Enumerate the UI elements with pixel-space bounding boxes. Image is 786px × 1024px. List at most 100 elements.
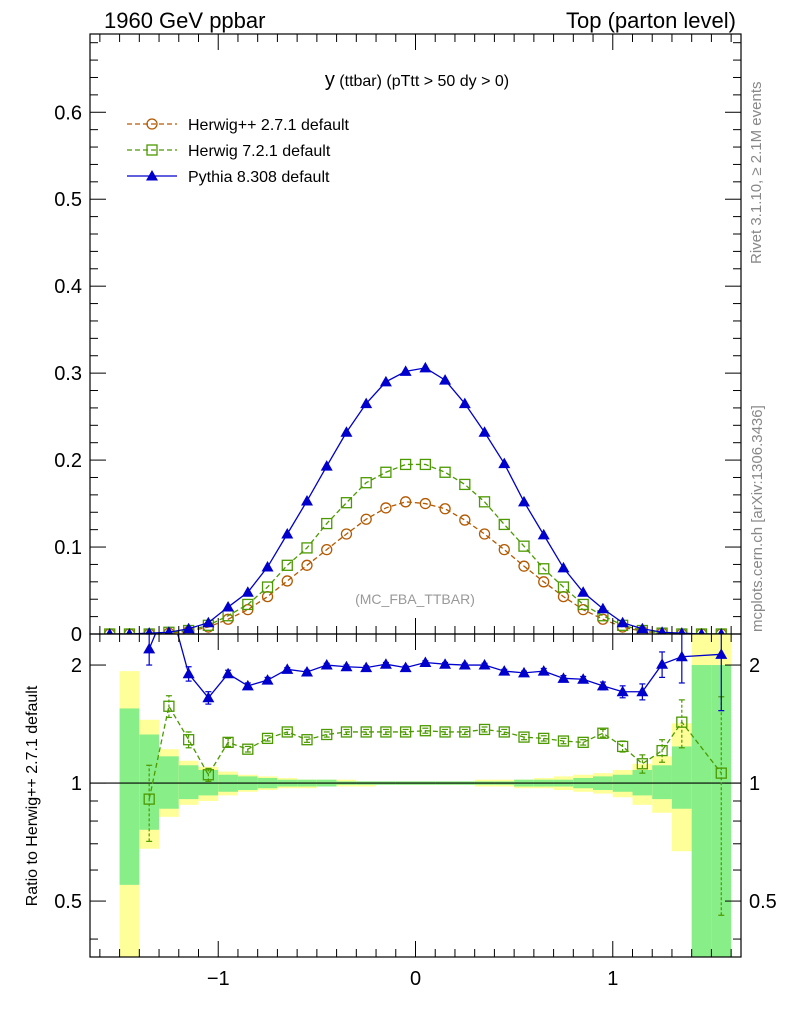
ratio-point xyxy=(419,656,432,668)
ratio-point xyxy=(715,767,727,779)
ratio-point xyxy=(242,743,254,755)
data-point xyxy=(498,457,511,469)
legend-marker xyxy=(146,118,158,130)
data-point xyxy=(439,503,451,515)
data-point xyxy=(459,478,471,491)
data-point xyxy=(518,495,530,507)
data-point xyxy=(261,561,274,572)
data-point xyxy=(281,528,294,539)
ratio-point xyxy=(202,769,215,781)
data-point xyxy=(182,622,195,634)
ratio-point xyxy=(656,658,669,669)
ratio-point xyxy=(143,793,155,805)
main-title-y: y xyxy=(325,69,335,91)
ratio-point xyxy=(537,665,550,676)
ratio-y-tick-label: 2 xyxy=(71,655,82,677)
ratio-point xyxy=(715,648,728,659)
header-left: 1960 GeV ppbar xyxy=(104,8,265,33)
ratio-point xyxy=(577,736,589,749)
data-point xyxy=(126,628,133,634)
band-green xyxy=(119,708,140,885)
y-tick-label: 0.3 xyxy=(54,363,82,385)
ratio-point xyxy=(379,658,392,669)
ratio-point xyxy=(518,666,530,678)
ratio-point xyxy=(241,679,254,691)
header-right: Top (parton level) xyxy=(566,8,736,33)
data-point xyxy=(380,466,392,478)
ratio-point xyxy=(596,679,609,691)
ratio-point xyxy=(301,665,313,677)
ratio-point xyxy=(616,740,629,753)
data-point xyxy=(498,518,510,531)
ratio-point xyxy=(676,716,688,728)
ratio-point xyxy=(380,726,392,738)
data-point xyxy=(616,616,629,628)
data-point xyxy=(360,477,372,489)
ratio-point xyxy=(459,726,471,738)
ratio-point xyxy=(557,672,570,683)
ratio-point xyxy=(458,659,471,670)
data-point xyxy=(241,586,254,597)
ratio-point xyxy=(261,674,274,685)
data-point xyxy=(340,497,353,509)
ratio-point xyxy=(616,685,629,697)
ratio-y-tick-label-right: 2 xyxy=(749,655,760,677)
data-point xyxy=(557,561,570,573)
data-point xyxy=(281,575,293,587)
data-point xyxy=(340,426,353,437)
ratio-point xyxy=(261,732,274,745)
data-point xyxy=(380,502,392,514)
legend-label: Pythia 8.308 default xyxy=(188,169,330,186)
data-point xyxy=(518,560,530,572)
ratio-point xyxy=(360,661,373,673)
ratio-bands xyxy=(119,634,732,957)
data-point xyxy=(379,375,392,387)
ratio-point xyxy=(498,665,511,676)
ratio-point xyxy=(675,650,688,662)
ratio-point xyxy=(636,758,649,770)
data-point xyxy=(301,542,313,554)
legend-label: Herwig 7.2.1 default xyxy=(188,143,331,160)
data-point xyxy=(321,517,333,530)
data-point xyxy=(145,627,154,634)
data-point xyxy=(458,397,471,409)
ratio-y-tick-label-right: 1 xyxy=(749,773,760,795)
main-series xyxy=(104,361,727,634)
ratio-y-tick-label: 1 xyxy=(71,773,82,795)
data-point xyxy=(360,397,373,409)
series-line xyxy=(109,367,722,634)
y-tick-label: 0.6 xyxy=(54,102,82,124)
data-point xyxy=(698,628,705,634)
data-point xyxy=(577,586,590,597)
ratio-point xyxy=(399,661,412,673)
data-point xyxy=(106,628,114,634)
x-tick-label: 0 xyxy=(410,968,421,990)
data-point xyxy=(498,544,510,556)
legend-marker xyxy=(146,144,158,156)
data-point xyxy=(281,559,293,571)
ratio-point xyxy=(163,596,175,607)
rivet-label: Rivet 3.1.10, ≥ 2.1M events xyxy=(748,82,765,265)
data-point xyxy=(538,563,550,575)
y-tick-label: 0 xyxy=(71,624,82,646)
main-panel: 0 0.1 0.2 0.3 0.4 0.5 0.6 xyxy=(54,33,742,646)
ratio-point xyxy=(340,726,353,738)
ratio-point xyxy=(518,731,530,743)
y-tick-label: 0.4 xyxy=(54,276,82,298)
series-line xyxy=(109,463,722,634)
data-point xyxy=(537,528,550,540)
ratio-panel: −1 0 1 0.5 0.5 1 1 2 2 xyxy=(54,596,777,990)
x-tick-label: −1 xyxy=(207,968,230,990)
ratio-point xyxy=(478,659,491,670)
data-point xyxy=(518,540,530,552)
data-point xyxy=(419,458,432,471)
series-line xyxy=(109,501,722,634)
ratio-point xyxy=(281,726,293,738)
ratio-series xyxy=(143,596,728,916)
ratio-ylabel: Ratio to Herwig++ 2.7.1 default xyxy=(24,685,41,906)
ratio-y-tick-label-right: 0.5 xyxy=(749,891,777,913)
data-point xyxy=(222,601,235,612)
legend: Herwig++ 2.7.1 default Herwig 7.2.1 defau… xyxy=(127,117,350,186)
watermark: (MC_FBA_TTBAR) xyxy=(355,591,475,607)
